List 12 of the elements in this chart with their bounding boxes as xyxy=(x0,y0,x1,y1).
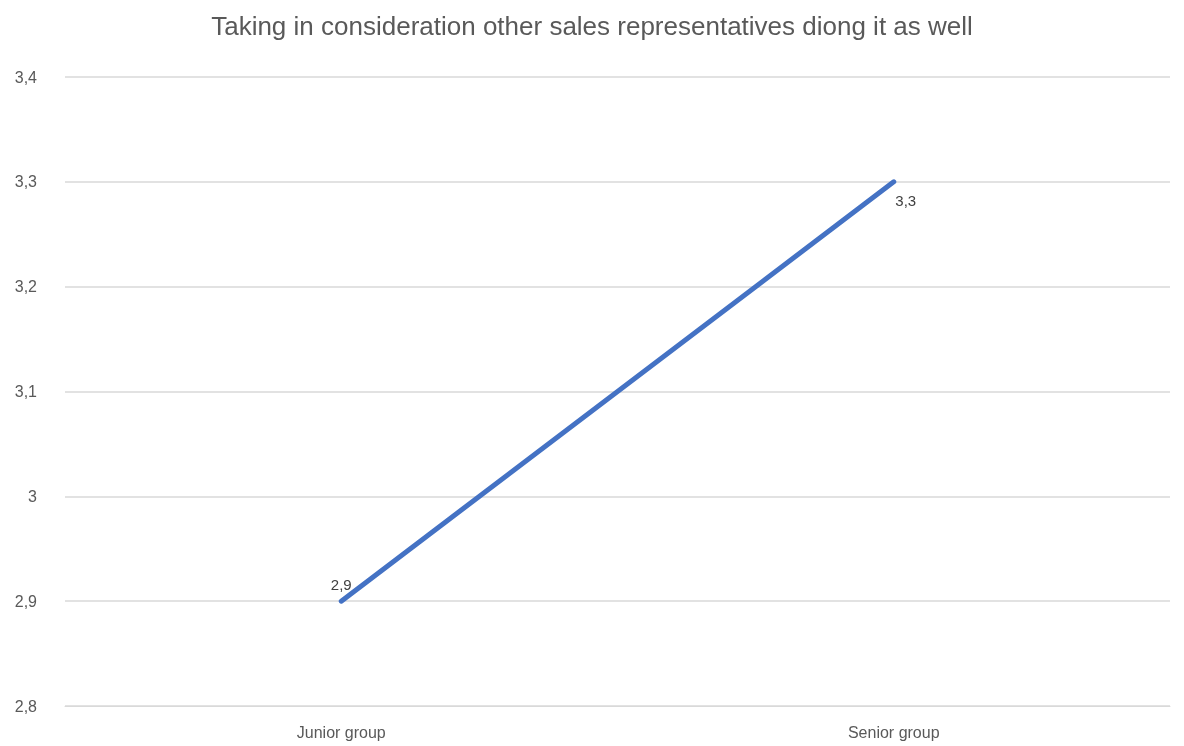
x-tick-label: Senior group xyxy=(847,723,940,741)
data-label: 3,3 xyxy=(895,191,917,209)
y-tick-label: 3,2 xyxy=(14,278,38,296)
y-tick-label: 3 xyxy=(28,487,38,505)
y-tick-label: 2,8 xyxy=(14,697,38,715)
y-tick-label: 3,4 xyxy=(14,68,38,86)
data-label: 2,9 xyxy=(330,576,352,594)
x-tick-label: Junior group xyxy=(296,723,386,741)
y-tick-label: 3,3 xyxy=(14,173,38,191)
y-tick-label: 3,1 xyxy=(14,383,38,400)
y-tick-label: 2,9 xyxy=(14,592,38,610)
chart-title: Taking in consideration other sales representatives diong it as well xyxy=(211,11,973,41)
